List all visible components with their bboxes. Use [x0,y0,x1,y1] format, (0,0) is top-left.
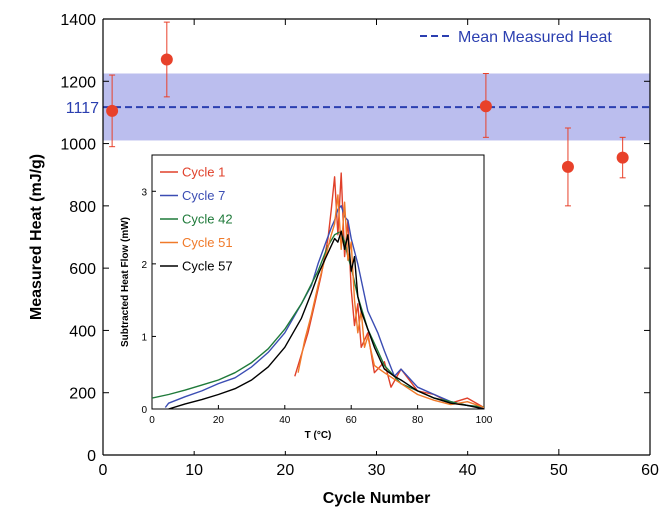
inset-legend-label: Cycle 57 [182,259,233,274]
inset-series-group [152,172,484,409]
inset-legend-label: Cycle 51 [182,235,233,250]
legend-mean-label: Mean Measured Heat [458,29,612,46]
x-tick-label: 20 [276,462,294,479]
inset-frame [151,154,485,410]
y-tick-label: 1200 [60,74,96,91]
inset-x-tick-label: 100 [476,415,493,426]
x-tick-label: 0 [99,462,108,479]
y-tick-label: 600 [69,261,96,278]
x-axis-label: Cycle Number [323,490,431,507]
inset-x-tick-label: 40 [279,415,291,426]
inset-x-tick-label: 80 [412,415,424,426]
inset-y-axis-label: Subtracted Heat Flow (mW) [120,217,131,347]
y-tick-label: 1400 [60,12,96,29]
series-line-cycle-7 [164,205,484,409]
inset-x-axis-label: T (°C) [305,430,332,441]
inset-y-tick-label: 1 [141,332,147,343]
series-line-cycle-57 [168,230,484,409]
data-point [479,100,492,113]
x-tick-label: 30 [368,462,386,479]
y-tick-label: 400 [69,323,96,340]
inset-y-tick-label: 0 [141,405,147,416]
inset-plot: 0 20 40 60 80 100 0 1 2 3 T (°C) Subtracted Heat Fl… [115,154,493,451]
x-tick-label: 40 [459,462,477,479]
inset-legend-label: Cycle 42 [182,212,233,227]
inset-x-tick-label: 20 [213,415,225,426]
x-tick-label: 50 [550,462,568,479]
x-tick-label: 60 [641,462,659,479]
inset-x-tick-label: 60 [346,415,358,426]
inset-legend-label: Cycle 1 [182,165,225,180]
y-tick-label: 800 [69,199,96,216]
y-tick-label: 1000 [60,137,96,154]
inset-y-tick-label: 2 [141,260,147,271]
mean-value-label: 1117 [66,100,99,117]
inset-legend-label: Cycle 7 [182,188,225,203]
data-point [106,104,119,117]
inset-x-tick-label: 0 [149,415,155,426]
inset-y-tick-label: 3 [141,187,147,198]
y-axis-label: Measured Heat (mJ/g) [28,154,45,320]
y-tick-label: 0 [87,448,96,465]
data-point [561,160,574,173]
data-point [160,53,173,66]
data-point [616,151,629,164]
x-tick-label: 10 [185,462,203,479]
y-tick-label: 200 [69,386,96,403]
